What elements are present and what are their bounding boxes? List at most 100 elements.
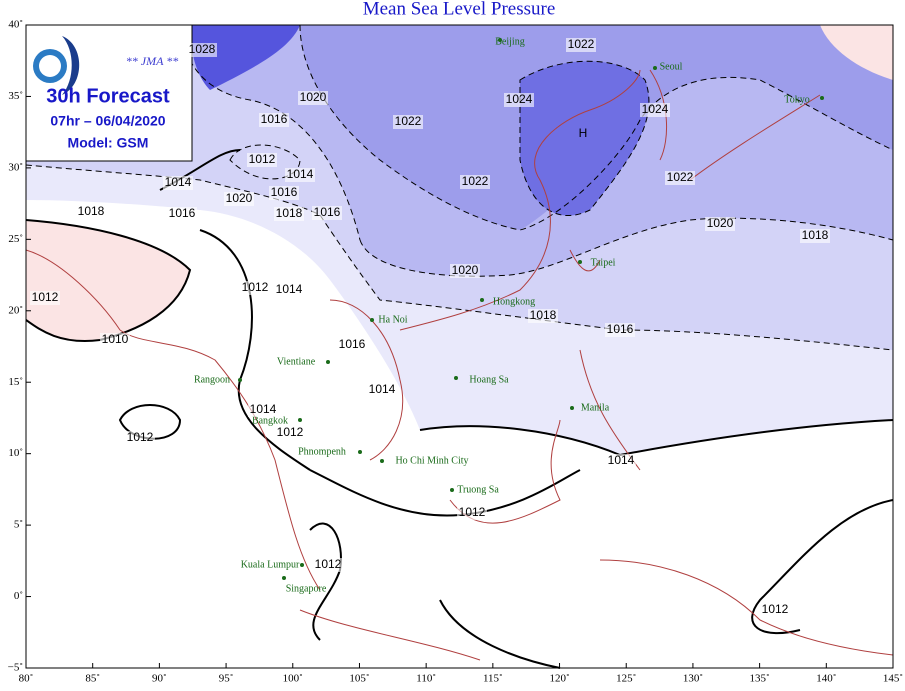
city-marker (380, 459, 384, 463)
city-label: Kuala Lumpur (241, 559, 300, 570)
lat-label: 10˚ (8, 447, 23, 459)
isobar-label-bg (528, 309, 558, 323)
isobar-label-bg (269, 186, 299, 200)
isobar-label: 1020 (226, 191, 253, 205)
isobar-label: 1018 (802, 228, 829, 242)
map-frame (25, 24, 894, 669)
isobar-label: 1020 (300, 90, 327, 104)
isobar-label-bg (248, 403, 278, 417)
isobar-label: 1022 (667, 170, 694, 184)
city-marker (498, 38, 502, 42)
city-label: Hongkong (493, 296, 535, 307)
isobar-label: 1018 (78, 204, 105, 218)
isobar-label: 1018 (530, 308, 557, 322)
isobar (299, 24, 894, 231)
lon-label: 105˚ (349, 673, 369, 685)
city-label: Bangkok (252, 415, 288, 426)
isobar-label-bg (224, 192, 254, 206)
city-marker (282, 576, 286, 580)
lon-label: 145˚ (883, 673, 903, 685)
isobar-label-bg (393, 115, 423, 129)
city-marker (820, 96, 824, 100)
city-marker (480, 298, 484, 302)
title: Mean Sea Level Pressure (363, 0, 556, 19)
lon-label: 135˚ (750, 673, 770, 685)
isobar-label: 1014 (287, 167, 314, 181)
lon-label: 85˚ (85, 673, 100, 685)
isobar-label: 1012 (32, 290, 59, 304)
isobar-label-bg (705, 217, 735, 231)
city-marker (653, 66, 657, 70)
isobar (751, 499, 894, 635)
isobar (189, 59, 361, 241)
city-marker (298, 418, 302, 422)
isobar-label-bg (313, 558, 343, 572)
lon-label: 120˚ (549, 673, 569, 685)
high-center: H (579, 126, 588, 140)
city-label: Phnompenh (298, 446, 346, 457)
isobar-label: 1012 (762, 602, 789, 616)
lon-label: 100˚ (283, 673, 303, 685)
agency: ** JMA ** (126, 54, 178, 68)
lat-label: 35˚ (8, 90, 23, 102)
city-label: Taipei (591, 257, 616, 268)
city-label: Rangoon (194, 374, 230, 385)
isobar-label: 1012 (277, 425, 304, 439)
city-label: Seoul (660, 61, 683, 72)
isobar-label-bg (312, 206, 342, 220)
lon-label: 140˚ (816, 673, 836, 685)
isobar (25, 219, 192, 342)
city-label: Ho Chi Minh City (395, 455, 468, 466)
jma-logo-inner (39, 55, 61, 77)
forecast-label: 30h Forecast (46, 85, 170, 107)
city-label: Ha Noi (378, 314, 407, 325)
isobar-label: 1020 (707, 216, 734, 230)
city-label: Truong Sa (457, 484, 499, 495)
isobar (229, 144, 301, 180)
isobar-label: 1014 (276, 282, 303, 296)
isobar-label-bg (76, 205, 106, 219)
isobar-label-bg (605, 323, 635, 337)
coastlines (25, 69, 894, 661)
isobar-label-bg (240, 281, 270, 295)
isobar-label: 1024 (642, 102, 669, 116)
isobar (519, 60, 650, 216)
city-label: Manila (581, 402, 610, 413)
isobar-label-bg (100, 333, 130, 347)
lat-label: 5˚ (14, 519, 23, 531)
city-marker (450, 488, 454, 492)
lon-label: 115˚ (483, 673, 503, 685)
isobar-label: 1022 (568, 37, 595, 51)
shade-1028 (190, 25, 300, 90)
isobar-label: 1016 (261, 112, 288, 126)
lon-label: 125˚ (616, 673, 636, 685)
isobar-label: 1016 (169, 206, 196, 220)
isobar-label-bg (665, 171, 695, 185)
shade-low-ne (820, 25, 893, 80)
isobar-label: 1016 (271, 185, 298, 199)
isobar-label-bg (450, 264, 480, 278)
isobar-label-bg (566, 38, 596, 52)
lon-label: 90˚ (152, 673, 167, 685)
isobar-label-bg (167, 207, 197, 221)
lat-label: 40˚ (8, 19, 23, 31)
shade-1024 (520, 61, 649, 216)
isobar-label-bg (285, 168, 315, 182)
city-marker (570, 406, 574, 410)
isobar-label-bg (125, 431, 155, 445)
isobar-label-bg (504, 93, 534, 107)
lat-label: 0˚ (14, 590, 23, 602)
city-marker (326, 360, 330, 364)
city-label: Beijing (495, 36, 524, 47)
lat-label: 30˚ (8, 161, 23, 173)
isobar-label-bg (606, 454, 636, 468)
isobar-label-bg (367, 383, 397, 397)
valid-time: 07hr – 06/04/2020 (50, 113, 165, 129)
isobar-label-bg (275, 426, 305, 440)
isobar-label: 1012 (242, 280, 269, 294)
isobar-label: 1014 (369, 382, 396, 396)
city-label: Tokyo (784, 94, 809, 105)
city-marker (578, 260, 582, 264)
isobar-label: 1010 (102, 332, 129, 346)
